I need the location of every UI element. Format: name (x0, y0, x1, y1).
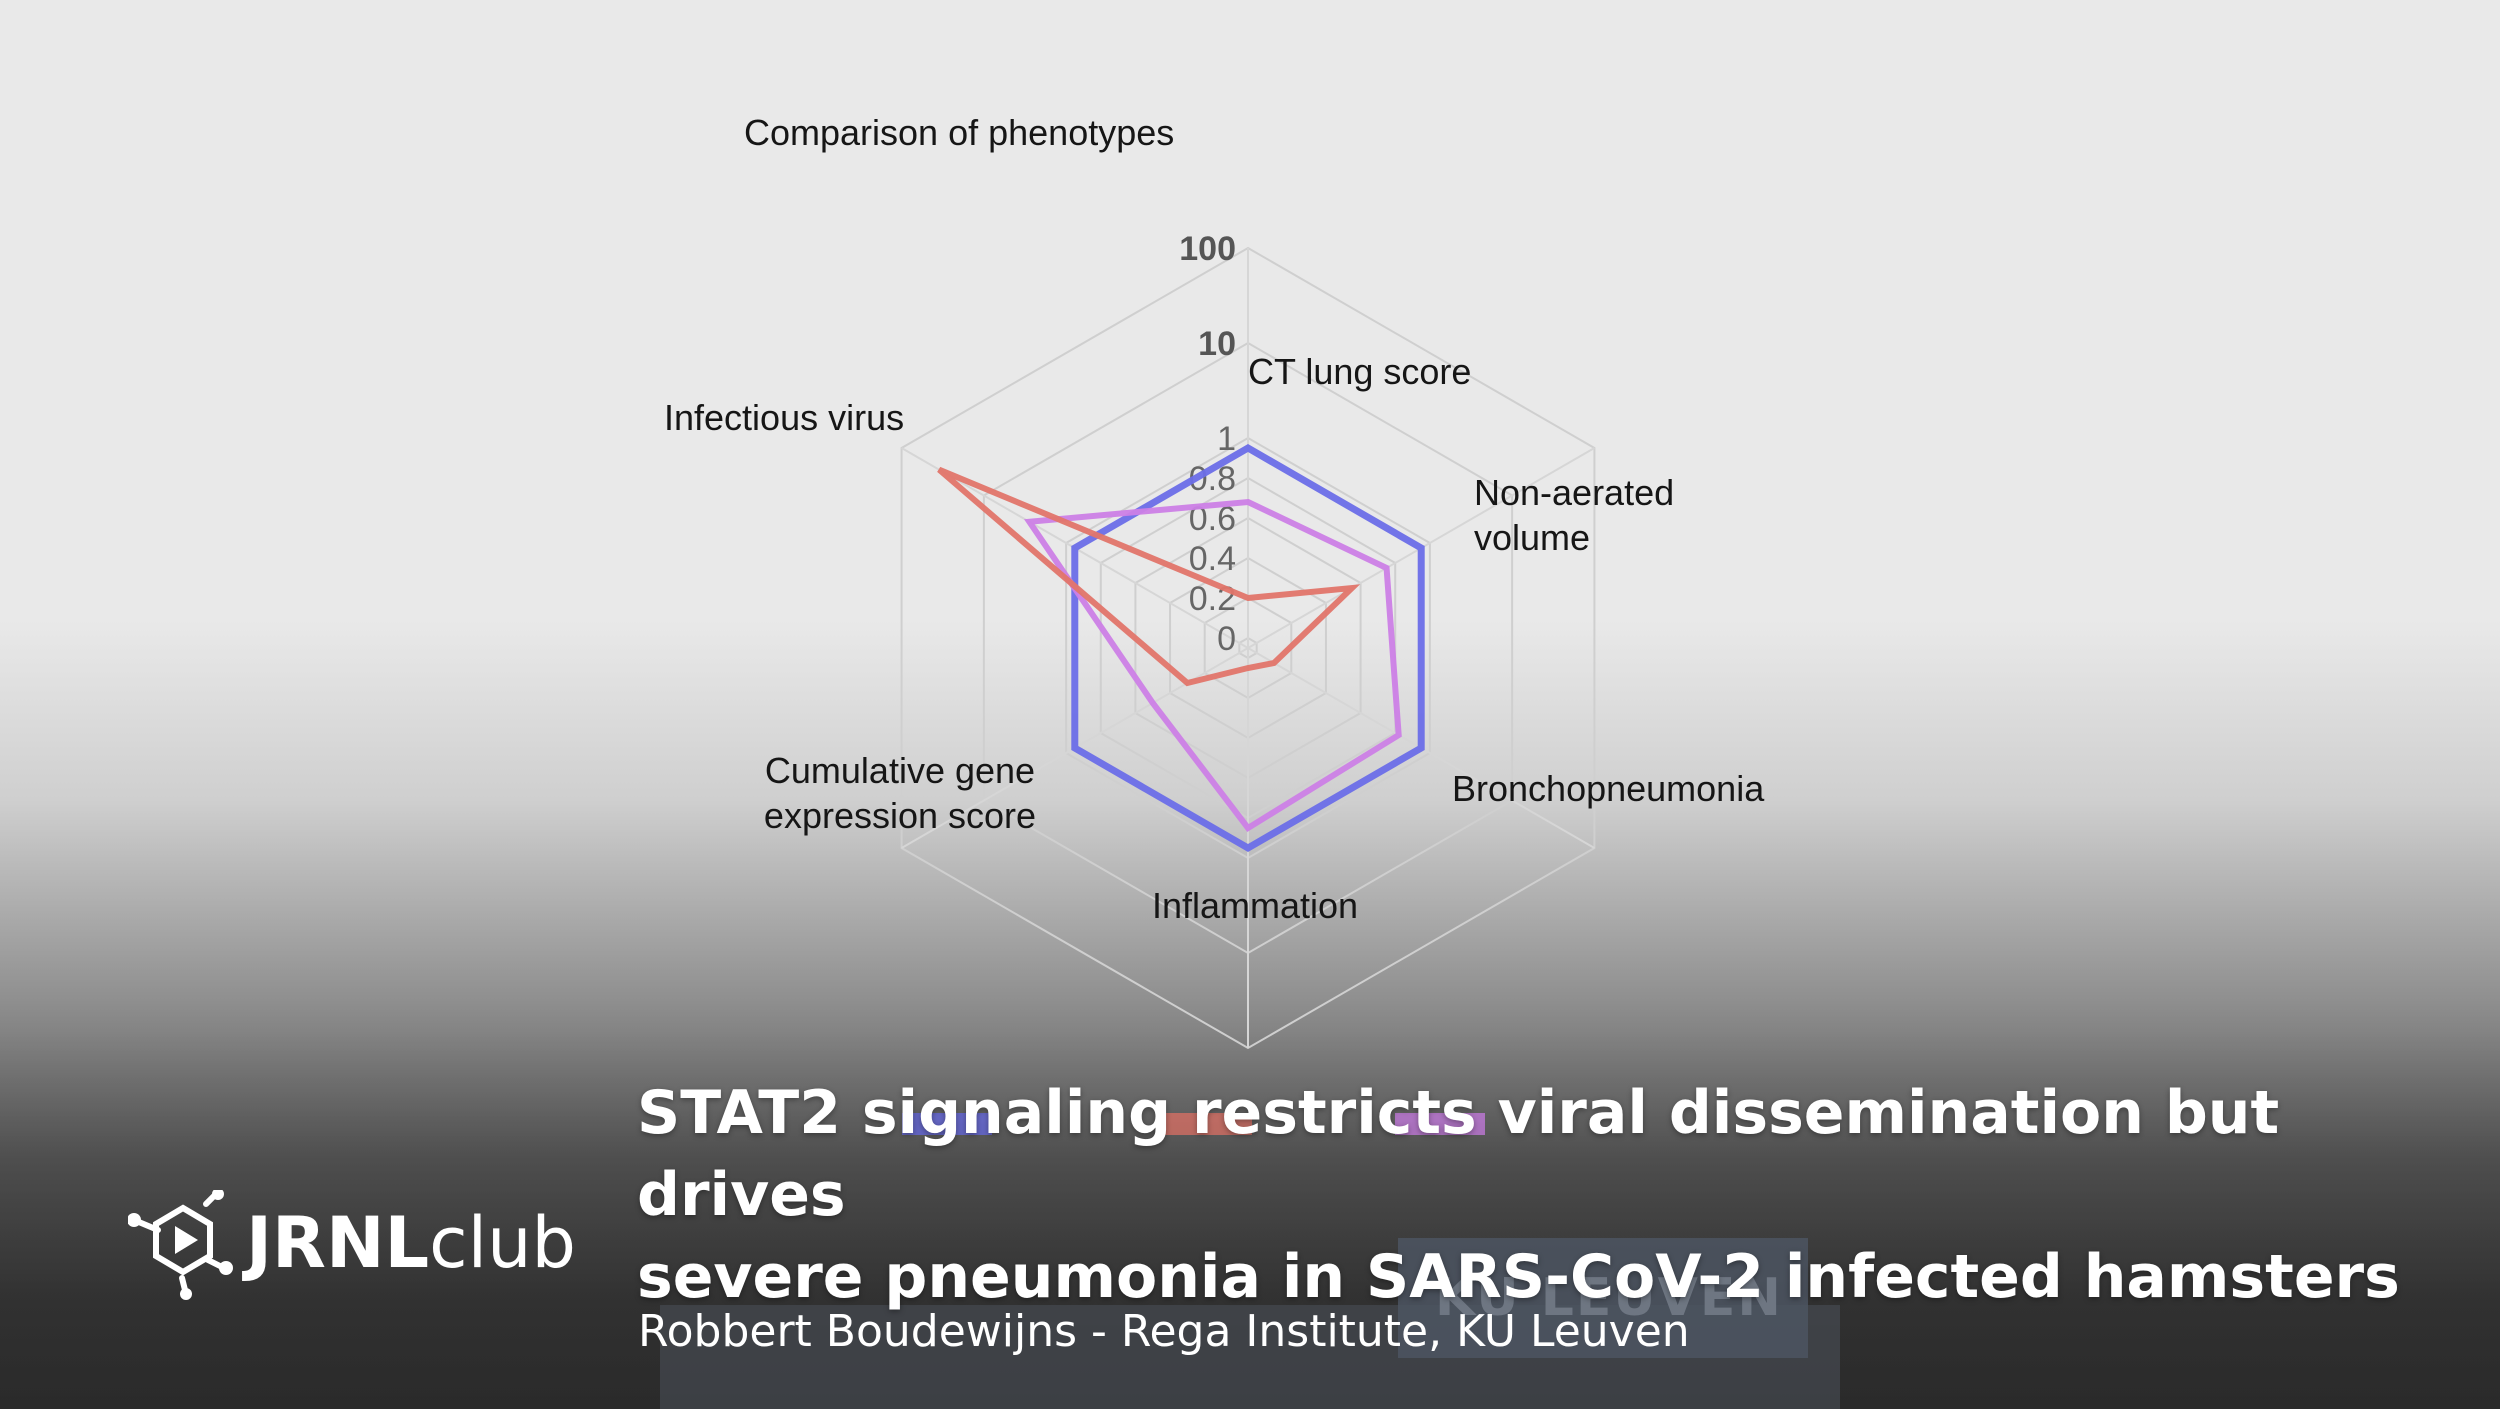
series-line-2 (1023, 498, 1402, 832)
tick-label: 0.4 (1189, 540, 1236, 578)
tick-label: 1 (1217, 420, 1236, 458)
tick-label: 10 (1198, 325, 1236, 363)
logo-wordmark: JRNLclub (246, 1198, 576, 1288)
legend-swatch-1 (902, 1113, 992, 1135)
series-line-1 (1071, 443, 1425, 853)
axis-label: Inflammation (1152, 885, 1358, 926)
legend-swatch-2 (1162, 1113, 1252, 1135)
background-sign-text: KU LEUVEN (1435, 1268, 1783, 1328)
logo-wordmark-part-1: JRNL (246, 1202, 430, 1284)
video-title-line-1: STAT2 signaling restricts viral dissemin… (637, 1078, 2280, 1230)
axis-label: CT lung score (1248, 351, 1471, 392)
series-line-3 (937, 466, 1361, 687)
legend (902, 1113, 1485, 1135)
background-sign (1398, 1238, 1808, 1358)
molecule-play-icon (128, 1190, 233, 1300)
radar-series (937, 443, 1425, 853)
radar-axis-labels: CT lung score Non-aerated volume Bronchopne… (664, 351, 1765, 926)
axis-label: Infectious virus (664, 397, 904, 438)
chart-title: Comparison of phenotypes (744, 112, 1174, 153)
axis-label-line: volume (1474, 517, 1590, 558)
logo-wordmark-part-2: club (429, 1202, 576, 1284)
axis-label-line: Bronchopneumonia (1452, 768, 1765, 809)
axis-label-line: expression score (764, 795, 1036, 836)
axis-label-line: CT lung score (1248, 351, 1471, 392)
video-title-line-2: severe pneumonia in SARS-CoV-2 infected … (637, 1242, 2400, 1312)
axis-label: Bronchopneumonia (1452, 768, 1765, 809)
axis-label-line: Infectious virus (664, 397, 904, 438)
video-subtitle: Robbert Boudewijns - Rega Institute, KU … (638, 1306, 1690, 1357)
legend-swatch-3 (1395, 1113, 1485, 1135)
axis-label-line: Inflammation (1152, 885, 1358, 926)
axis-label: Non-aerated volume (1474, 472, 1674, 558)
tick-label: 0 (1217, 620, 1236, 658)
video-title: STAT2 signaling restricts viral dissemin… (637, 1072, 2487, 1318)
jrnlclub-logo: JRNLclub (128, 1190, 598, 1300)
axis-label: Cumulative gene expression score (764, 750, 1036, 836)
tick-label: 100 (1179, 230, 1236, 268)
axis-label-line: Cumulative gene (765, 750, 1035, 791)
axis-label-line: Non-aerated (1474, 472, 1674, 513)
